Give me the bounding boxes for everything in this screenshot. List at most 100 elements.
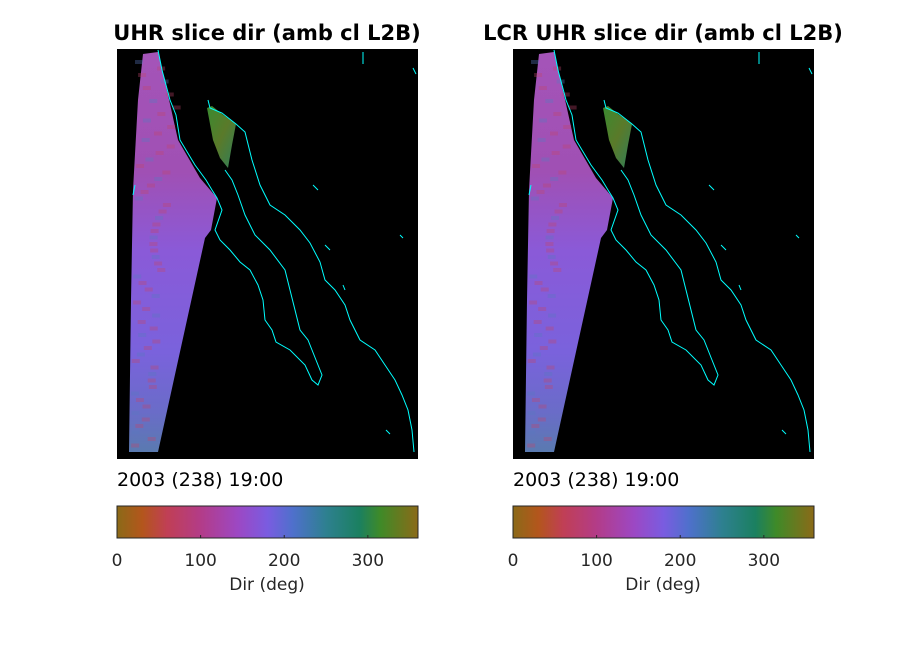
- swath-speckle: [131, 411, 140, 415]
- colorbar-tick-label: 100: [184, 551, 216, 571]
- swath-speckle: [550, 131, 559, 136]
- coastline: [720, 244, 727, 251]
- swath-speckle: [543, 437, 552, 441]
- swath-speckle: [142, 404, 151, 409]
- swath-speckle: [537, 138, 546, 142]
- swath-speckle: [563, 125, 572, 129]
- swath-speckle: [131, 391, 140, 396]
- swath-speckle: [155, 151, 164, 155]
- coastline: [399, 234, 404, 239]
- coastline: [528, 184, 532, 196]
- swath-speckle: [544, 372, 553, 376]
- panel-title: UHR slice dir (amb cl L2B): [113, 21, 420, 45]
- coastline: [157, 49, 323, 386]
- swath-speckle: [537, 417, 546, 422]
- swath-speckle: [527, 443, 536, 448]
- swath-speckle: [147, 378, 156, 383]
- swath-speckle: [165, 92, 174, 97]
- swath-speckle: [529, 274, 538, 279]
- wind-direction-swath: [525, 52, 613, 452]
- panel-title: LCR UHR slice dir (amb cl L2B): [483, 21, 843, 45]
- swath-speckle: [150, 229, 159, 233]
- swath-speckle: [534, 281, 543, 285]
- swath-speckle: [148, 385, 157, 389]
- swath-speckle: [146, 183, 155, 188]
- swath-speckle: [134, 196, 143, 201]
- swath-speckle: [154, 261, 163, 266]
- coastline: [781, 429, 787, 435]
- swath-speckle: [155, 216, 164, 220]
- swath-speckle: [534, 73, 543, 77]
- timestamp-label: 2003 (238) 19:00: [117, 469, 283, 491]
- coastline: [708, 184, 715, 191]
- swath-speckle: [150, 365, 159, 370]
- colorbar-tick-label: 200: [268, 551, 300, 571]
- swath-speckle: [547, 294, 556, 298]
- swath-speckle: [539, 346, 548, 350]
- swath-speckle: [138, 281, 147, 285]
- swath-speckle: [527, 411, 536, 415]
- colorbar-tick-label: 200: [664, 551, 696, 571]
- swath-speckle: [151, 255, 160, 259]
- colorbar-tick-label: 300: [352, 551, 384, 571]
- swath-speckle: [131, 430, 140, 435]
- swath-speckle: [529, 300, 538, 305]
- swath-speckle: [532, 352, 541, 357]
- panel-2: LCR UHR slice dir (amb cl L2B) 2003 (238)…: [483, 21, 843, 595]
- swath-speckle: [162, 170, 171, 175]
- swath-speckle: [527, 359, 536, 363]
- swath-speckle: [553, 268, 562, 272]
- coastline: [412, 67, 417, 75]
- swath-speckle: [131, 359, 140, 363]
- swath-speckle: [152, 222, 161, 227]
- swath-speckle: [545, 235, 554, 240]
- swath-speckle: [135, 60, 143, 64]
- swath-speckle: [157, 268, 166, 272]
- swath-speckle: [547, 255, 556, 259]
- coastline: [808, 67, 813, 75]
- swath-speckle: [551, 151, 560, 155]
- swath-speckle: [542, 183, 551, 188]
- swath-speckle: [142, 307, 151, 311]
- coastline: [603, 99, 811, 453]
- swath-speckle: [551, 216, 560, 220]
- coastline: [738, 284, 742, 291]
- swath-speckle: [162, 203, 171, 207]
- swath-speckle: [543, 378, 552, 383]
- swath-speckle: [533, 320, 542, 324]
- swath-speckle: [548, 339, 557, 344]
- coastline: [312, 184, 319, 191]
- swath-speckle: [144, 287, 153, 292]
- swath-speckle: [142, 86, 151, 90]
- colorbar-tick-label: 0: [508, 551, 519, 571]
- swath-speckle: [536, 190, 545, 194]
- coastline: [553, 49, 719, 386]
- swath-speckle: [548, 222, 557, 227]
- swath-speckle: [157, 112, 166, 116]
- colorbar: [512, 505, 815, 539]
- colorbar-tick-label: 0: [112, 551, 123, 571]
- swath-speckle: [540, 287, 549, 292]
- swath-speckle: [152, 339, 161, 344]
- swath-speckle: [554, 209, 563, 214]
- swath-speckle: [548, 313, 557, 318]
- swath-speckle: [133, 274, 142, 279]
- swath-speckle: [568, 105, 577, 110]
- swath-speckle: [545, 326, 554, 331]
- coastline: [342, 284, 346, 291]
- swath-speckle: [152, 313, 161, 318]
- swath-speckle: [527, 430, 536, 435]
- coastline: [207, 99, 415, 453]
- swath-speckle: [546, 248, 555, 253]
- timestamp-label: 2003 (238) 19:00: [513, 469, 679, 491]
- swath-speckle: [166, 144, 175, 149]
- swath-speckle: [545, 99, 554, 103]
- swath-speckle: [158, 209, 167, 214]
- swath-speckle: [562, 144, 571, 149]
- swath-speckle: [138, 73, 147, 77]
- swath-speckle: [538, 86, 547, 90]
- swath-speckle: [546, 365, 555, 370]
- gulf-swath: [207, 106, 236, 168]
- swath-speckle: [147, 437, 156, 441]
- swath-speckle: [135, 424, 144, 428]
